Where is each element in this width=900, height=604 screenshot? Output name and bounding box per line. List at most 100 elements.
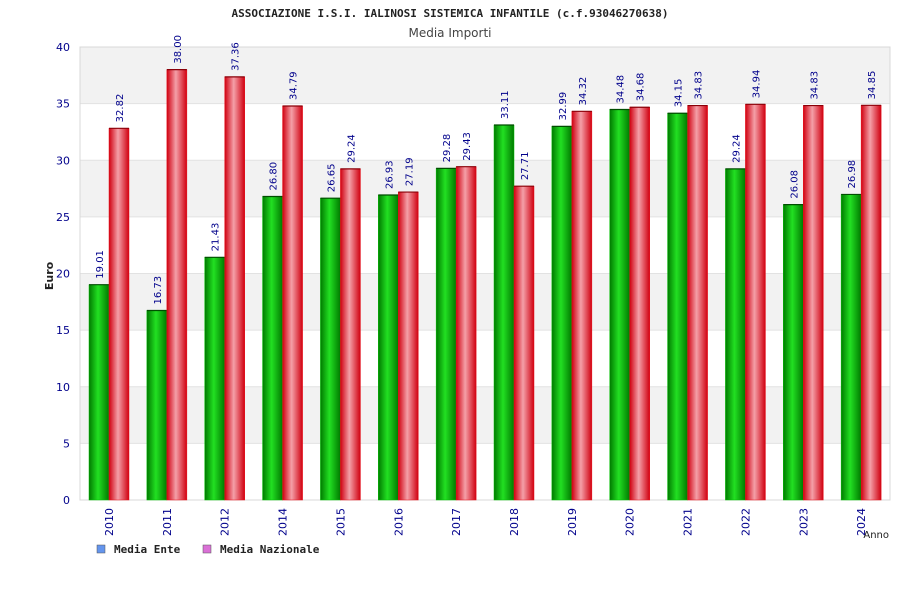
plot-band [80,330,890,387]
data-label: 26.98 [847,160,858,189]
plot-band [80,216,890,274]
data-label: 27.71 [520,152,531,181]
plot-band [80,273,890,331]
chart-title: ASSOCIAZIONE I.S.I. IALINOSI SISTEMICA I… [231,7,668,20]
data-label: 34.32 [578,77,589,106]
data-label: 29.24 [731,134,742,163]
chart-subtitle: Media Importi [408,26,491,40]
x-tick-label: 2015 [334,508,347,536]
legend-swatch [96,544,106,554]
bar-ente [667,113,688,501]
data-label: 34.83 [694,71,705,100]
legend: Media Ente Media Nazionale [96,543,320,556]
bar-ente [378,194,399,501]
legend-label: Media Nazionale [220,543,320,556]
bar-nazionale [803,105,824,501]
data-label: 16.73 [153,276,164,305]
bar-nazionale [687,105,708,501]
bar-nazionale [745,104,766,501]
y-tick-label: 5 [63,437,70,450]
bar-ente [146,310,168,501]
bar-ente [840,194,862,501]
bar-ente [262,196,283,501]
data-label: 33.11 [500,90,511,119]
x-tick-label: 2021 [682,508,695,536]
data-label: 34.94 [751,70,762,99]
y-tick-label: 30 [56,154,70,167]
data-label: 26.08 [789,170,800,199]
data-label: 26.80 [269,162,280,191]
plot-band [80,386,890,444]
bar-nazionale [224,76,245,501]
data-label: 37.36 [231,42,242,71]
x-tick-label: 2024 [855,508,868,536]
plot-band [80,47,890,104]
bar-ente [609,109,630,501]
x-tick-labels: 2010 2011 2012 2014 2015 2016 2017 2018 2019 2020… [103,508,868,536]
bar-ente [320,197,341,501]
x-tick-label: 2018 [508,508,521,536]
legend-swatch [202,544,212,554]
data-label: 34.68 [636,73,647,102]
x-axis-label: Anno [863,530,889,541]
bars [88,69,882,501]
bar-nazionale [860,105,882,501]
y-tick-label: 40 [56,41,70,54]
data-label: 26.65 [326,164,337,193]
plot-frame [79,46,891,501]
data-label: 32.99 [558,92,569,121]
x-tick-label: 2023 [797,508,810,536]
x-tick-label: 2019 [566,508,579,536]
data-label: 32.82 [115,94,126,123]
bar-ente [435,168,457,501]
bar-nazionale [108,128,130,501]
data-label: 34.79 [289,71,300,100]
bar-ente [88,284,110,501]
y-tick-label: 25 [56,211,70,224]
y-tick-label: 10 [56,381,70,394]
bar-ente [551,126,573,501]
bar-nazionale [455,166,477,501]
bar-ente [725,168,746,501]
data-label: 29.43 [462,132,473,161]
plot-band [80,103,890,161]
bar-nazionale [398,191,419,501]
bar-nazionale [166,69,188,501]
x-tick-label: 2022 [739,508,752,536]
y-axis-label: Euro [43,261,56,290]
y-tick-labels: 0 5 10 15 20 25 30 35 40 [56,41,70,507]
data-labels: 19.01 32.82 16.73 38.00 21.43 37.36 26.80 34.79… [95,35,878,305]
bar-ente [493,124,515,501]
data-label: 29.28 [442,134,453,163]
plot-band [80,160,890,217]
x-tick-label: 2014 [277,508,290,536]
bar-nazionale [629,106,650,501]
data-label: 34.83 [809,71,820,100]
bar-nazionale [340,168,361,501]
bar-nazionale [571,111,593,501]
x-tick-label: 2012 [219,508,232,536]
y-tick-label: 35 [56,98,70,111]
x-tick-label: 2011 [161,508,174,536]
data-label: 26.93 [384,160,395,189]
x-tick-label: 2016 [392,508,405,536]
data-label: 38.00 [173,35,184,64]
data-label: 21.43 [211,223,222,252]
x-tick-label: 2020 [624,508,637,536]
x-tick-label: 2017 [450,508,463,536]
bar-ente [204,257,225,501]
bar-nazionale [282,105,303,501]
bar-nazionale [513,185,535,501]
data-label: 34.15 [674,79,685,108]
legend-label: Media Ente [114,543,181,556]
data-label: 19.01 [95,250,106,279]
data-label: 34.85 [867,71,878,100]
y-tick-label: 0 [63,494,70,507]
bar-ente [783,204,804,501]
data-label: 29.24 [346,134,357,163]
plot-band [80,443,890,500]
y-tick-label: 15 [56,324,70,337]
y-tick-label: 20 [56,268,70,281]
